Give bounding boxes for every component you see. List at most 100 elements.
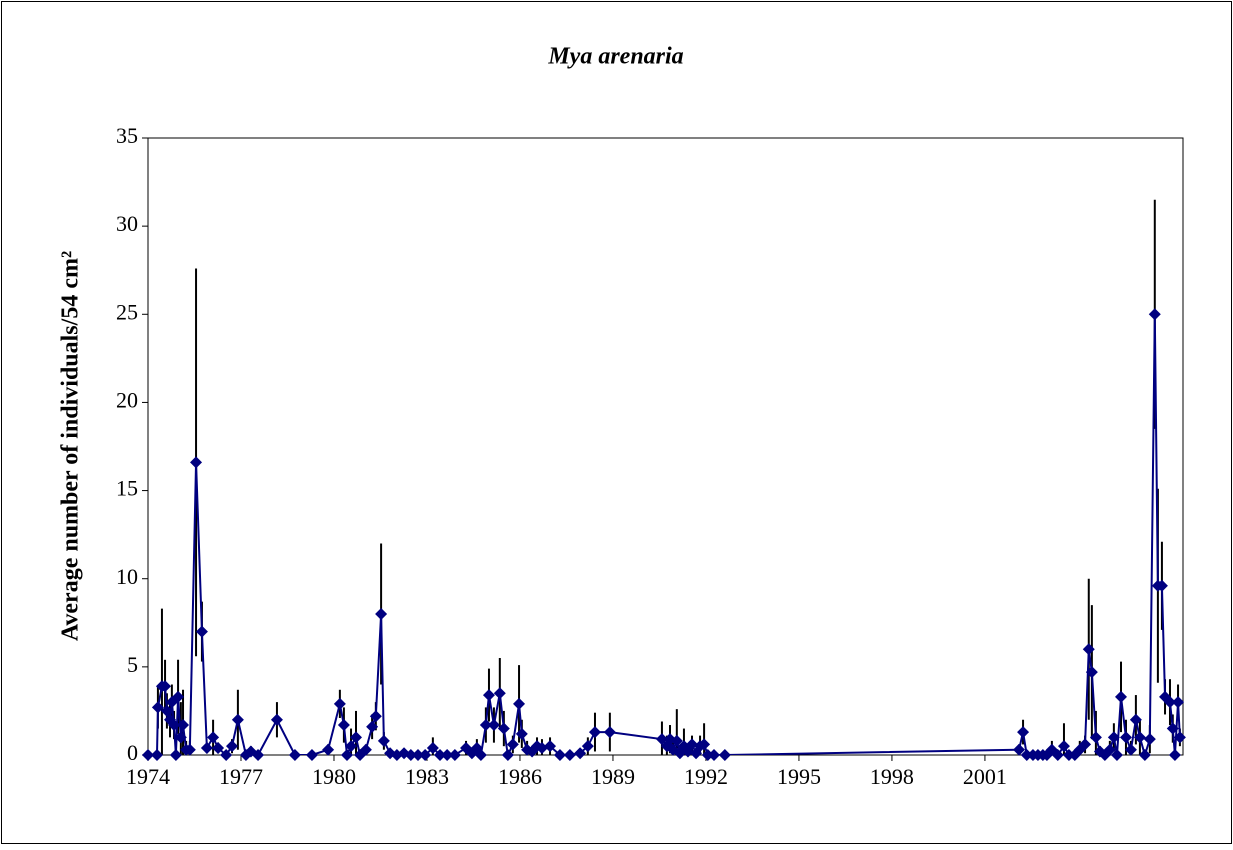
data-marker: [698, 738, 711, 751]
data-marker: [200, 741, 213, 754]
data-marker: [411, 749, 424, 761]
data-marker: [1168, 749, 1181, 761]
data-marker: [195, 625, 208, 638]
data-marker: [359, 743, 372, 756]
data-marker: [655, 733, 668, 746]
x-tick-label: 1995: [777, 764, 821, 789]
data-marker: [1166, 722, 1179, 735]
data-marker: [341, 749, 354, 761]
data-marker: [553, 749, 566, 761]
data-marker: [183, 743, 196, 756]
data-marker: [1173, 731, 1186, 744]
data-marker: [535, 741, 548, 754]
data-marker: [212, 741, 225, 754]
data-marker: [1079, 738, 1092, 751]
data-marker: [1110, 749, 1123, 761]
data-marker: [493, 687, 506, 700]
data-marker: [708, 749, 721, 761]
data-marker: [231, 713, 244, 726]
y-tick-label: 10: [116, 564, 138, 589]
data-marker: [333, 697, 346, 710]
data-marker: [159, 680, 172, 693]
data-marker: [581, 740, 594, 753]
data-marker: [150, 749, 163, 761]
x-tick-label: 1986: [498, 764, 542, 789]
data-marker: [1057, 740, 1070, 753]
data-marker: [375, 607, 388, 620]
data-marker: [441, 749, 454, 761]
data-marker: [506, 738, 519, 751]
data-marker: [322, 743, 335, 756]
data-marker: [426, 741, 439, 754]
data-marker: [168, 719, 181, 732]
y-tick-label: 0: [127, 740, 138, 765]
data-marker: [686, 738, 699, 751]
data-marker: [377, 734, 390, 747]
data-marker: [419, 749, 432, 761]
y-tick-label: 30: [116, 211, 138, 236]
chart-title: Mya arenaria: [547, 44, 683, 70]
data-marker: [1085, 666, 1098, 679]
x-tick-label: 1983: [405, 764, 449, 789]
data-marker: [1124, 743, 1137, 756]
data-marker: [177, 719, 190, 732]
data-marker: [288, 749, 301, 761]
data-marker: [349, 731, 362, 744]
data-marker: [1119, 731, 1132, 744]
data-marker: [574, 747, 587, 760]
data-marker: [1107, 731, 1120, 744]
data-marker: [1172, 696, 1185, 709]
data-marker: [1129, 713, 1142, 726]
data-marker: [563, 749, 576, 761]
data-marker: [337, 719, 350, 732]
data-marker: [479, 719, 492, 732]
x-tick-label: 1977: [219, 764, 263, 789]
data-marker: [220, 749, 233, 761]
data-marker: [172, 690, 185, 703]
data-marker: [501, 749, 514, 761]
data-marker: [345, 740, 358, 753]
x-tick-label: 1998: [870, 764, 914, 789]
data-marker: [142, 749, 154, 761]
data-marker: [701, 749, 714, 761]
y-tick-label: 20: [116, 387, 138, 412]
data-marker: [404, 749, 417, 761]
data-marker: [169, 749, 182, 761]
data-marker: [1163, 696, 1176, 709]
data-marker: [603, 726, 616, 739]
data-marker: [1148, 308, 1161, 321]
y-tick-label: 35: [116, 123, 138, 148]
data-marker: [151, 701, 164, 714]
data-marker: [448, 749, 461, 761]
data-marker: [1138, 749, 1151, 761]
y-tick-label: 15: [116, 476, 138, 501]
data-marker: [1115, 690, 1128, 703]
data-marker: [1133, 731, 1146, 744]
data-marker: [718, 749, 731, 761]
x-tick-label: 2001: [963, 764, 1007, 789]
data-marker: [1013, 743, 1026, 756]
data-marker: [474, 749, 487, 761]
data-marker: [190, 456, 203, 469]
x-tick-label: 1980: [312, 764, 356, 789]
data-marker: [544, 740, 557, 753]
data-marker: [433, 749, 446, 761]
data-marker: [482, 689, 495, 702]
data-marker: [1051, 749, 1064, 761]
data-marker: [1020, 749, 1033, 761]
data-marker: [487, 719, 500, 732]
data-marker: [1103, 743, 1116, 756]
data-marker: [369, 710, 382, 723]
data-marker: [1089, 731, 1102, 744]
data-marker: [305, 749, 318, 761]
data-marker: [670, 734, 683, 747]
plot-area: [147, 137, 1184, 756]
data-marker: [588, 726, 601, 739]
data-marker: [174, 731, 187, 744]
x-tick-label: 1992: [684, 764, 728, 789]
data-marker: [1143, 733, 1156, 746]
data-marker: [1082, 643, 1095, 656]
